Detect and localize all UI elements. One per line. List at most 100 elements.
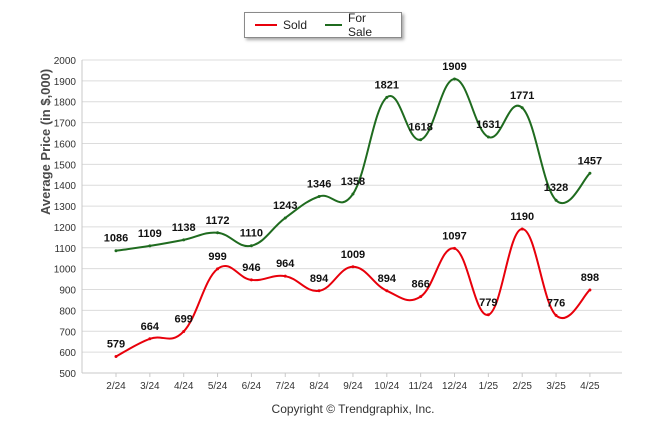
data-label-for-sale: 1457 [578, 155, 602, 167]
y-tick-label: 1500 [54, 160, 77, 171]
y-tick-label: 1900 [54, 77, 77, 88]
y-tick-label: 900 [59, 286, 76, 297]
y-tick-label: 500 [59, 369, 76, 380]
x-tick-label: 9/24 [343, 381, 363, 392]
x-tick-label: 11/24 [409, 381, 434, 392]
data-point-for-sale [351, 192, 355, 196]
data-label-for-sale: 1328 [544, 182, 568, 194]
data-label-sold: 866 [411, 279, 429, 291]
y-tick-label: 800 [59, 306, 76, 317]
y-tick-label: 1700 [54, 119, 77, 130]
data-point-for-sale [317, 194, 321, 198]
data-point-for-sale [520, 106, 524, 110]
data-label-for-sale: 1086 [104, 233, 128, 245]
data-point-sold [554, 313, 558, 317]
data-point-sold [453, 246, 456, 250]
data-point-for-sale [249, 244, 253, 248]
data-label-for-sale: 1110 [240, 228, 263, 240]
x-tick-label: 8/24 [309, 381, 329, 392]
data-label-for-sale: 1821 [375, 79, 399, 91]
data-point-sold [182, 329, 186, 333]
data-point-sold [317, 289, 321, 293]
legend-label-for-sale: For Sale [348, 11, 373, 39]
legend-swatch-for-sale [325, 24, 342, 26]
data-point-for-sale [182, 238, 186, 242]
data-label-sold: 898 [581, 272, 599, 284]
x-tick-label: 1/25 [479, 381, 499, 392]
series-line-sold [115, 228, 591, 358]
y-axis-title: Average Price (in $,000) [38, 68, 53, 215]
x-tick-label: 3/24 [140, 381, 160, 392]
x-tick-label: 5/24 [208, 381, 228, 392]
data-labels: 579 664 699 999 946 964 894 1009 894 866 1097 779 11… [104, 61, 602, 351]
data-point-for-sale [216, 231, 220, 235]
x-tick-label: 12/24 [442, 381, 467, 392]
y-tick-label: 1400 [54, 181, 77, 192]
data-label-sold: 964 [276, 258, 295, 270]
x-tick-label: 2/25 [512, 381, 532, 392]
data-label-sold: 579 [107, 339, 125, 351]
data-label-for-sale: 1631 [476, 119, 500, 131]
x-tick-label: 7/24 [276, 381, 296, 392]
y-tick-label: 1100 [54, 244, 76, 255]
data-point-sold [148, 337, 152, 341]
legend-item-sold[interactable]: Sold [255, 18, 307, 32]
x-tick-label: 3/25 [546, 381, 566, 392]
data-point-sold [249, 278, 253, 282]
data-point-for-sale [385, 95, 389, 99]
data-point-for-sale [114, 249, 118, 253]
legend-label-sold: Sold [283, 18, 308, 32]
data-label-for-sale: 1358 [341, 176, 365, 188]
data-label-sold: 664 [141, 321, 160, 333]
data-point-sold [283, 274, 287, 278]
data-label-sold: 894 [310, 273, 329, 285]
data-point-sold [486, 313, 490, 317]
copyright-text: Copyright © Trendgraphix, Inc. [271, 402, 435, 416]
data-label-sold: 699 [175, 313, 193, 325]
data-point-sold [588, 288, 592, 292]
legend-item-for-sale[interactable]: For Sale [325, 11, 383, 39]
y-tick-label: 1600 [54, 139, 77, 150]
x-tick-label: 2/24 [106, 381, 126, 392]
data-point-sold [216, 267, 220, 271]
grid-lines [81, 59, 622, 374]
data-point-for-sale [419, 138, 423, 142]
y-tick-label: 2000 [54, 56, 77, 67]
data-point-for-sale [588, 171, 592, 175]
y-tick-label: 1300 [54, 202, 77, 213]
data-point-sold [419, 295, 423, 299]
y-tick-label: 1000 [54, 265, 77, 276]
data-point-for-sale [148, 244, 152, 248]
data-label-for-sale: 1172 [206, 215, 230, 227]
x-tick-labels: 2/24 3/24 4/24 5/24 6/24 7/24 8/24 9/24 10/24 11/… [106, 373, 600, 392]
data-point-for-sale [554, 198, 558, 202]
series-line-for-sale [115, 77, 591, 252]
data-point-for-sale [453, 77, 456, 81]
data-point-for-sale [283, 216, 287, 220]
data-label-for-sale: 1771 [510, 90, 534, 102]
data-label-sold: 1097 [442, 230, 466, 242]
data-point-sold [351, 265, 355, 269]
data-point-sold [385, 289, 389, 293]
x-tick-label: 10/24 [374, 381, 399, 392]
x-tick-label: 6/24 [242, 381, 262, 392]
x-tick-label: 4/24 [174, 381, 194, 392]
data-label-sold: 1190 [510, 211, 534, 223]
data-label-sold: 999 [208, 251, 226, 263]
data-label-sold: 946 [242, 262, 260, 274]
y-tick-label: 700 [59, 327, 76, 338]
y-tick-label: 1200 [54, 223, 77, 234]
data-label-for-sale: 1138 [172, 222, 196, 234]
data-label-for-sale: 1346 [307, 178, 331, 190]
data-label-sold: 776 [547, 297, 565, 309]
y-tick-label: 600 [59, 348, 76, 359]
data-label-sold: 894 [378, 273, 397, 285]
legend-swatch-sold [255, 24, 277, 26]
data-label-sold: 1009 [341, 249, 365, 261]
data-label-for-sale: 1109 [138, 228, 162, 240]
data-label-for-sale: 1909 [442, 61, 466, 73]
x-tick-label: 4/25 [580, 381, 600, 392]
data-point-sold [520, 227, 524, 231]
series-lines [114, 77, 592, 359]
